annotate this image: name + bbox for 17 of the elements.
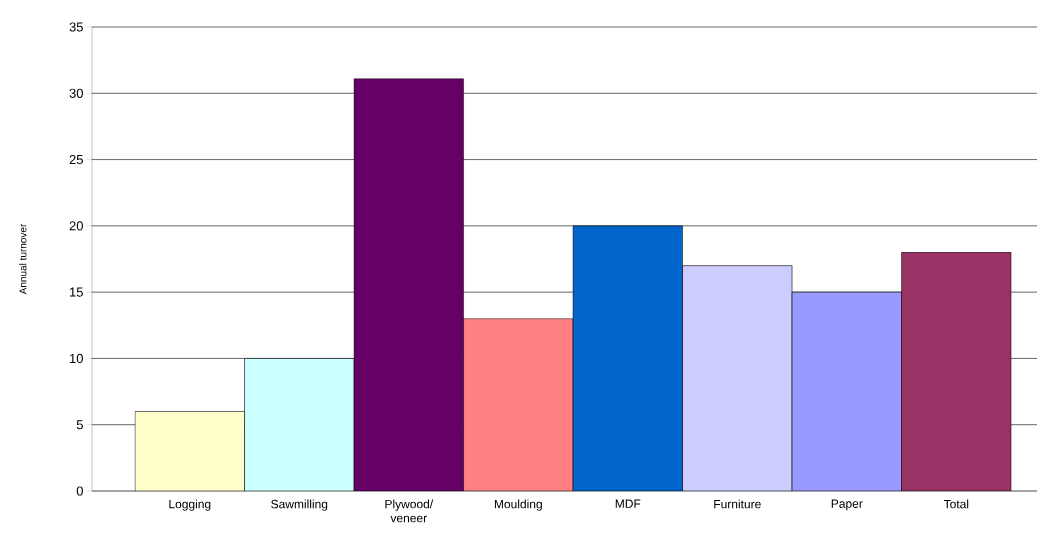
y-tick-label: 15 — [70, 287, 83, 297]
y-tick-label: 35 — [69, 22, 83, 32]
x-tick-label: Moulding — [494, 499, 542, 511]
y-tick-label: 0 — [76, 486, 83, 496]
x-tick-label: Plywood/ veneer — [385, 499, 434, 523]
x-tick-label: Furniture — [714, 499, 761, 509]
y-tick-label: 20 — [69, 221, 83, 231]
x-tick-label: Sawmilling — [271, 499, 328, 511]
x-tick-label: Paper — [831, 499, 863, 511]
x-tick-label: Logging — [169, 499, 211, 511]
y-tick-label: 25 — [69, 154, 83, 165]
y-tick-label: 30 — [69, 88, 83, 98]
x-tick-label: MDF — [615, 499, 641, 508]
y-axis-title: Annual turnover — [19, 223, 27, 295]
y-tick-label: 5 — [76, 420, 83, 430]
x-tick-label: Total — [943, 499, 969, 509]
y-tick-label: 10 — [70, 353, 83, 364]
